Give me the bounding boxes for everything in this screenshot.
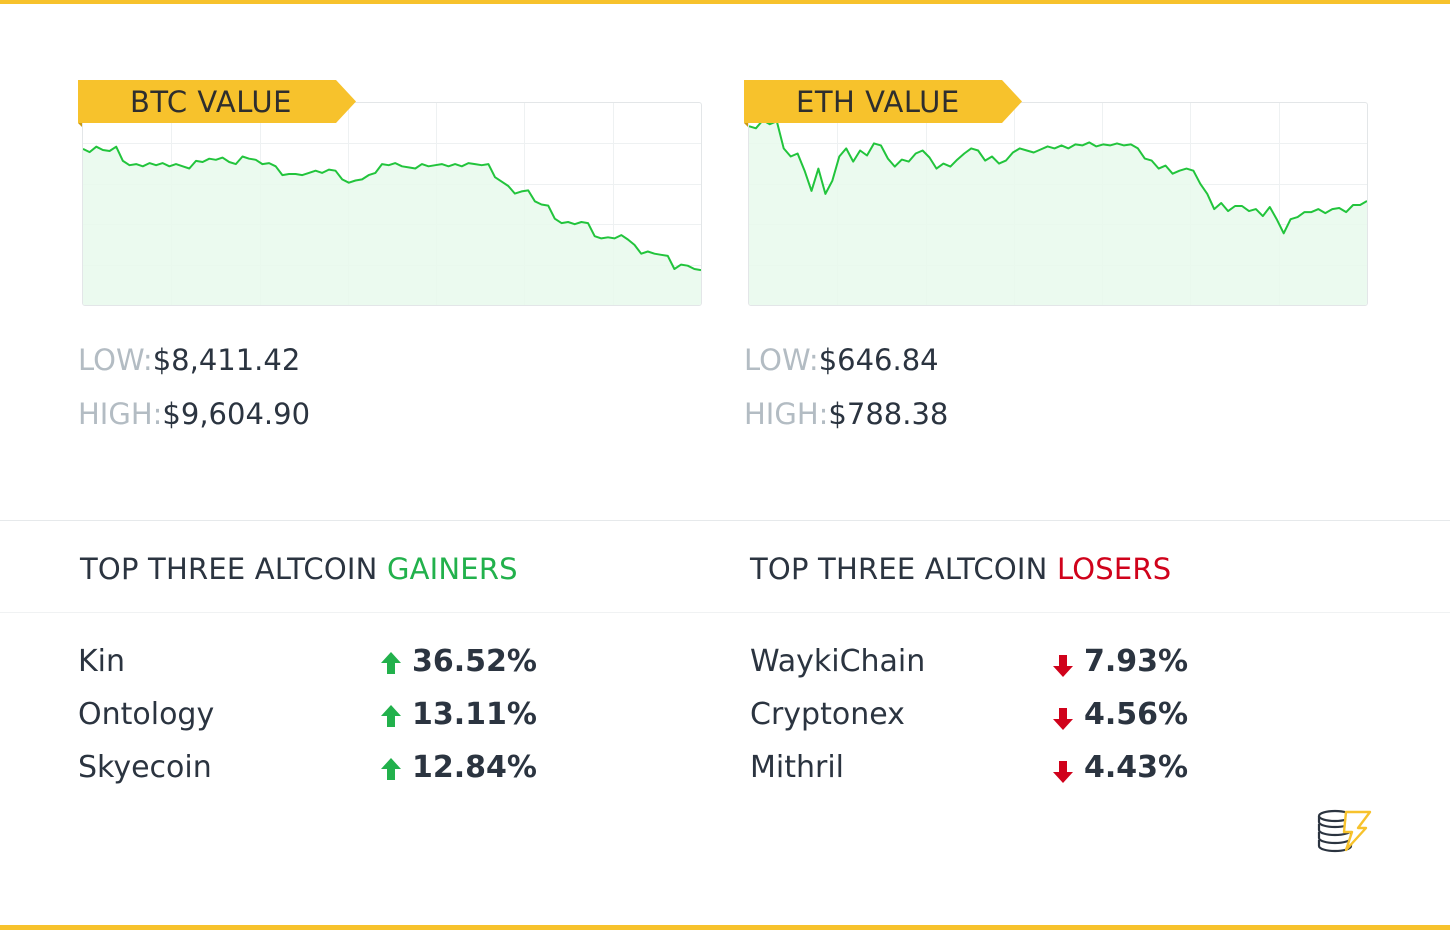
list-item: Cryptonex 4.56% (750, 693, 1210, 746)
gainers-title: TOP THREE ALTCOIN GAINERS (80, 550, 518, 588)
low-label: LOW: (78, 343, 153, 377)
eth-price-line (749, 119, 1367, 235)
ribbon-fold (78, 123, 82, 127)
losers-title-prefix: TOP THREE ALTCOIN (750, 552, 1057, 586)
eth-low-stat: LOW:$646.84 (744, 342, 939, 378)
btc-chart (82, 102, 702, 306)
header-divider (0, 612, 1450, 613)
btc-chart-svg (83, 103, 701, 305)
eth-chart-svg (749, 103, 1367, 305)
list-item: WaykiChain 7.93% (750, 640, 1210, 693)
coin-name: Kin (78, 644, 126, 679)
coin-change: 4.43% (1084, 750, 1189, 785)
losers-title-highlight: LOSERS (1056, 552, 1172, 586)
gainers-title-highlight: GAINERS (386, 552, 518, 586)
coin-change: 7.93% (1084, 644, 1189, 679)
eth-low-value: $646.84 (818, 343, 939, 377)
eth-area-fill (749, 120, 1367, 305)
arrow-down-icon (1053, 655, 1073, 677)
gainers-title-prefix: TOP THREE ALTCOIN (80, 552, 387, 586)
eth-chart (748, 102, 1368, 306)
eth-panel: ETH VALUE LOW:$646.84 HIGH:$788.38 (744, 80, 1369, 460)
btc-low-value: $8,411.42 (152, 343, 301, 377)
losers-list: WaykiChain 7.93% Cryptonex 4.56% Mithril… (750, 640, 1210, 799)
btc-high-value: $9,604.90 (162, 397, 311, 431)
coin-name: Skyecoin (78, 750, 212, 785)
coin-change: 4.56% (1084, 697, 1189, 732)
bottom-accent-line (0, 925, 1450, 930)
high-label: HIGH: (78, 397, 163, 431)
list-item: Mithril 4.43% (750, 746, 1210, 799)
btc-low-stat: LOW:$8,411.42 (78, 342, 300, 378)
coin-name: Mithril (750, 750, 844, 785)
btc-price-line (83, 145, 701, 272)
btc-chart-title: BTC VALUE (130, 85, 292, 119)
eth-title-ribbon: ETH VALUE (744, 80, 1022, 123)
high-label: HIGH: (744, 397, 829, 431)
arrow-down-icon (1053, 761, 1073, 783)
low-label: LOW: (744, 343, 819, 377)
eth-high-stat: HIGH:$788.38 (744, 396, 948, 432)
coin-name: WaykiChain (750, 644, 926, 679)
btc-title-ribbon: BTC VALUE (78, 80, 356, 123)
ribbon-fold (744, 123, 748, 127)
coin-name: Cryptonex (750, 697, 905, 732)
arrow-up-icon (381, 652, 401, 674)
btc-area-fill (83, 146, 701, 305)
coin-change: 12.84% (412, 750, 537, 785)
arrow-down-icon (1053, 708, 1073, 730)
top-accent-line (0, 0, 1450, 4)
btc-high-stat: HIGH:$9,604.90 (78, 396, 310, 432)
eth-high-value: $788.38 (828, 397, 949, 431)
list-item: Skyecoin 12.84% (78, 746, 538, 799)
coin-stack-lightning-icon (1317, 809, 1372, 853)
list-item: Ontology 13.11% (78, 693, 538, 746)
arrow-up-icon (381, 705, 401, 727)
coin-change: 13.11% (412, 697, 537, 732)
btc-panel: BTC VALUE LOW:$8,411.42 HIGH:$9,604.90 (78, 80, 703, 460)
coin-name: Ontology (78, 697, 215, 732)
losers-title: TOP THREE ALTCOIN LOSERS (750, 550, 1171, 588)
arrow-up-icon (381, 758, 401, 780)
list-item: Kin 36.52% (78, 640, 538, 693)
coin-change: 36.52% (412, 644, 537, 679)
gainers-list: Kin 36.52% Ontology 13.11% Skyecoin 12.8… (78, 640, 538, 799)
eth-chart-title: ETH VALUE (796, 85, 960, 119)
section-divider (0, 520, 1450, 521)
